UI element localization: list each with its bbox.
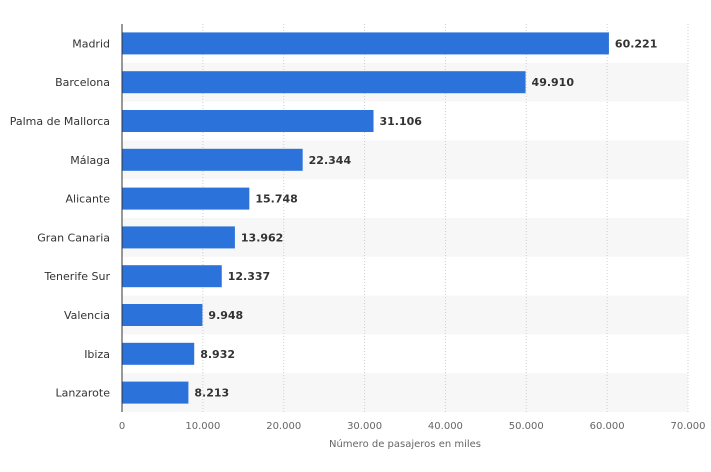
bar (122, 342, 195, 365)
bar (122, 71, 526, 94)
x-axis-title: Número de pasajeros en miles (329, 438, 481, 450)
x-tick-label: 70.000 (671, 421, 706, 432)
value-label: 22.344 (309, 154, 352, 167)
row-band (122, 295, 688, 335)
bar (122, 32, 609, 55)
row-bands (122, 62, 688, 412)
value-label: 49.910 (532, 76, 575, 89)
value-label: 8.932 (200, 348, 235, 361)
category-label: Palma de Mallorca (10, 115, 110, 128)
x-tick-label: 60.000 (590, 421, 625, 432)
category-label: Tenerife Sur (43, 270, 110, 283)
category-label: Alicante (66, 193, 111, 206)
bar (122, 265, 222, 288)
category-label: Gran Canaria (37, 231, 110, 244)
category-label: Barcelona (55, 76, 110, 89)
category-label: Málaga (70, 154, 110, 167)
bar (122, 304, 203, 326)
x-tick-label: 40.000 (428, 421, 463, 432)
value-label: 15.748 (255, 193, 297, 206)
bar (122, 148, 303, 171)
category-label: Ibiza (84, 348, 110, 361)
bar (122, 187, 250, 210)
bar (122, 110, 374, 132)
bar (122, 381, 189, 404)
bar (122, 226, 235, 249)
x-tick-label: 0 (119, 421, 125, 432)
x-tick-label: 30.000 (347, 421, 382, 432)
bars (122, 32, 609, 404)
value-label: 60.221 (615, 37, 657, 50)
category-label: Lanzarote (56, 387, 111, 400)
value-label: 31.106 (380, 115, 423, 128)
value-label: 13.962 (241, 231, 283, 244)
x-tick-label: 10.000 (185, 421, 220, 432)
row-band (122, 373, 688, 412)
category-label: Valencia (64, 309, 110, 322)
value-label: 9.948 (208, 309, 243, 322)
category-labels: Madrid Barcelona Palma de Mallorca Málaga Al… (10, 37, 111, 399)
value-labels: 60.221 49.910 31.106 22.344 15.748 13.962 12.3… (194, 37, 657, 399)
x-tick-label: 50.000 (509, 421, 544, 432)
value-label: 8.213 (194, 387, 229, 400)
value-label: 12.337 (228, 270, 270, 283)
x-tick-labels: 0 10.000 20.000 30.000 40.000 50.000 60.000 70.… (119, 421, 706, 432)
category-label: Madrid (72, 37, 110, 50)
x-tick-label: 20.000 (266, 421, 301, 432)
